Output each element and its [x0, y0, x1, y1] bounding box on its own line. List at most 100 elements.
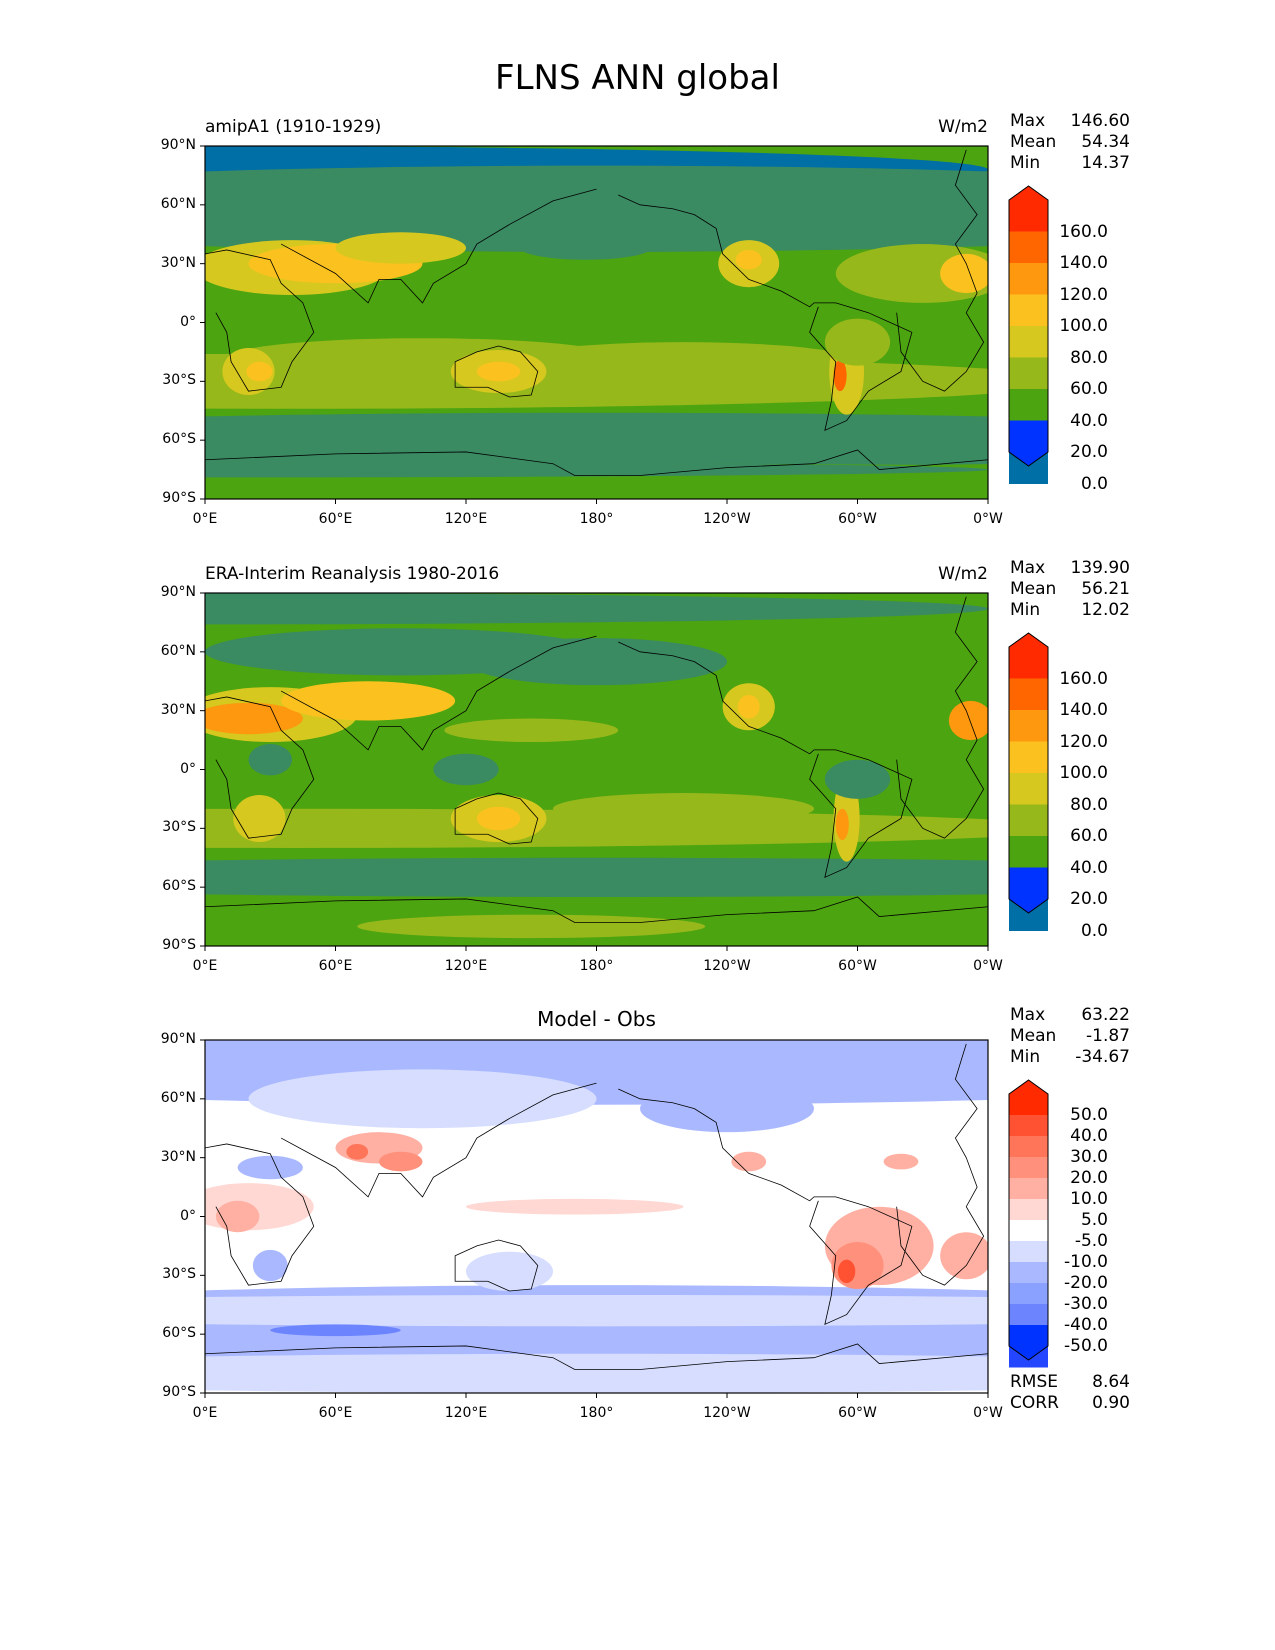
contour-region: [835, 808, 849, 841]
contour-region: [379, 1151, 423, 1172]
panel-title: amipA1 (1910-1929): [205, 117, 382, 137]
colorbar-tick-label: -50.0: [1064, 1336, 1108, 1356]
stat-value-mean: -1.87: [1086, 1026, 1130, 1046]
contour-region: [444, 718, 619, 743]
x-tick-label: 120°W: [703, 511, 751, 527]
colorbar-segment: [1009, 263, 1048, 295]
colorbar-tick-label: 160.0: [1059, 668, 1108, 689]
contour-region: [883, 1153, 919, 1170]
map-panel-2: [200, 592, 1049, 951]
colorbar-segment: [1009, 741, 1048, 774]
contour-region: [205, 1353, 988, 1393]
colorbar-tick-label: 5.0: [1080, 1210, 1108, 1230]
colorbar-tick-label: 0.0: [1080, 473, 1108, 494]
colorbar-tick-label: 100.0: [1059, 763, 1108, 783]
contour-region: [281, 681, 456, 721]
x-tick-label: 0°W: [973, 1405, 1003, 1421]
stat-value-mean: 56.21: [1081, 579, 1130, 599]
y-tick-label: 30°N: [160, 254, 196, 271]
contour-region: [824, 759, 891, 799]
stat-label-mean: Mean: [1010, 132, 1057, 152]
colorbar-extend-min: [1009, 867, 1048, 913]
stat-label-min: Min: [1010, 1047, 1041, 1067]
coastline: [280, 1082, 597, 1198]
colorbar: [1008, 1079, 1049, 1368]
stat-value-max: 63.22: [1081, 1005, 1130, 1025]
y-tick-label: 30°N: [160, 701, 196, 718]
map-panel-1: [200, 145, 1049, 504]
contour-region: [205, 412, 988, 468]
coastline: [618, 194, 913, 432]
y-tick-label: 30°S: [162, 372, 196, 389]
contour-region: [215, 1200, 260, 1233]
y-tick-label: 90°S: [162, 1384, 196, 1400]
x-tick-label: 180°: [579, 511, 614, 527]
colorbar-tick-label: 160.0: [1059, 221, 1108, 242]
contour-region: [248, 1069, 597, 1129]
colorbar-tick-label: 60.0: [1070, 826, 1108, 846]
contour-region: [233, 794, 286, 843]
x-tick-label: 0°W: [973, 511, 1003, 527]
x-tick-label: 120°E: [444, 511, 488, 527]
contour-region: [237, 1155, 303, 1180]
y-tick-label: 60°N: [160, 195, 196, 212]
map-field: [205, 146, 988, 499]
map-panel-3: [200, 1039, 1049, 1398]
contour-region: [205, 808, 988, 848]
coastline: [454, 1239, 539, 1292]
stat-label-max: Max: [1010, 558, 1046, 578]
contour-region: [466, 1251, 553, 1292]
x-tick-label: 60°W: [838, 511, 877, 527]
contour-region: [205, 857, 988, 897]
colorbar-outline: [1008, 1079, 1049, 1361]
colorbar-segment: [1009, 710, 1048, 742]
contour-region: [940, 253, 988, 294]
stat-label-min: Min: [1010, 600, 1041, 620]
colorbar-segment: [1009, 1220, 1048, 1242]
stat-label-max: Max: [1010, 1005, 1046, 1025]
contour-region: [948, 700, 988, 741]
contour-region: [476, 361, 521, 382]
contour-region: [357, 914, 706, 939]
colorbar: [1008, 185, 1049, 484]
stat-value-mean: 54.34: [1081, 132, 1130, 152]
contour-region: [731, 1151, 767, 1172]
y-tick-label: 30°S: [162, 1266, 196, 1283]
x-tick-label: 0°E: [192, 958, 218, 974]
contour-region: [466, 1198, 684, 1215]
colorbar-tick-label: 80.0: [1070, 794, 1108, 815]
colorbar-segment: [1009, 1241, 1048, 1263]
colorbar-outline: [1008, 632, 1049, 914]
x-tick-label: 180°: [579, 1405, 614, 1421]
y-tick-label: 90°S: [162, 937, 196, 953]
contour-region: [509, 342, 858, 382]
colorbar-extend-max: [1009, 633, 1048, 679]
y-tick-label: 60°S: [162, 1325, 196, 1342]
coastline: [205, 696, 315, 839]
y-tick-label: 60°S: [162, 878, 196, 895]
stat-value-rmse: 8.64: [1092, 1372, 1130, 1392]
colorbar-extend-min: [1009, 420, 1048, 466]
colorbar-tick-label: 40.0: [1070, 1126, 1108, 1146]
colorbar-extend-min: [1009, 1325, 1048, 1360]
colorbar: [1008, 632, 1049, 931]
coastline: [280, 188, 597, 304]
colorbar-segment: [1009, 1115, 1048, 1137]
map-field: [205, 593, 988, 946]
x-tick-label: 120°E: [444, 958, 488, 974]
contour-region: [433, 753, 499, 786]
panel-title: ERA-Interim Reanalysis 1980-2016: [205, 564, 500, 584]
coastline: [280, 635, 597, 751]
x-tick-label: 0°W: [973, 958, 1003, 974]
x-tick-label: 0°E: [192, 511, 218, 527]
panel-units: W/m2: [938, 564, 988, 584]
colorbar-tick-label: 60.0: [1070, 379, 1108, 399]
coastline: [454, 792, 539, 845]
contour-region: [252, 1249, 288, 1282]
stat-value-min: -34.67: [1075, 1047, 1130, 1067]
colorbar-segment: [1009, 1199, 1048, 1221]
colorbar-extend-max: [1009, 186, 1048, 232]
colorbar-tick-label: 20.0: [1070, 889, 1108, 909]
x-tick-label: 120°W: [703, 958, 751, 974]
